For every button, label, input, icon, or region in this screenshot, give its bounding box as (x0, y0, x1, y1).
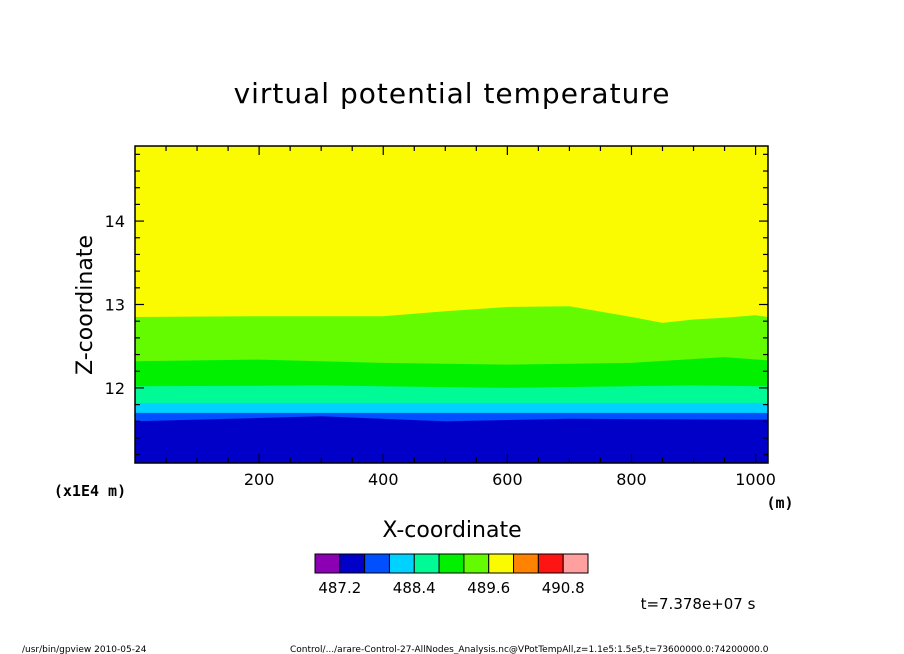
y-axis-label: Z-coordinate (73, 235, 98, 375)
colorbar-swatch (364, 553, 390, 574)
colorbar-swatch (513, 553, 539, 574)
colorbar-label: 489.6 (467, 579, 510, 597)
plot-area (135, 146, 768, 463)
colorbar-swatch (537, 553, 564, 574)
chart-title: virtual potential temperature (234, 77, 671, 110)
time-label: t=7.378e+07 s (641, 595, 756, 613)
colorbar-swatch (463, 553, 490, 574)
colorbar-swatch (413, 553, 440, 574)
colorbar-swatch (388, 553, 415, 574)
colorbar-swatch (438, 553, 465, 574)
x-unit-label: (m) (766, 494, 793, 512)
x-tick-label: 600 (492, 470, 523, 489)
colorbar (314, 553, 589, 574)
colorbar-label: 490.8 (542, 579, 585, 597)
colorbar-swatch (562, 553, 589, 574)
contour-band (135, 416, 768, 463)
y-tick-label: 13 (105, 296, 125, 315)
x-tick-label: 800 (616, 470, 647, 489)
colorbar-swatch (488, 553, 515, 574)
y-unit-label: (x1E4 m) (54, 482, 126, 500)
colorbar-label: 487.2 (318, 579, 361, 597)
footer-program: /usr/bin/gpview 2010-05-24 (22, 645, 147, 654)
x-axis-label: X-coordinate (382, 518, 521, 543)
colorbar-swatch (314, 553, 341, 574)
y-tick-label: 12 (105, 379, 125, 398)
x-tick-label: 1000 (735, 470, 776, 489)
y-tick-label: 14 (105, 212, 125, 231)
colorbar-swatch (339, 553, 366, 574)
colorbar-label: 488.4 (393, 579, 436, 597)
x-tick-label: 200 (244, 470, 275, 489)
x-tick-label: 400 (368, 470, 399, 489)
footer-source: Control/.../arare-Control-27-AllNodes_An… (290, 645, 769, 654)
